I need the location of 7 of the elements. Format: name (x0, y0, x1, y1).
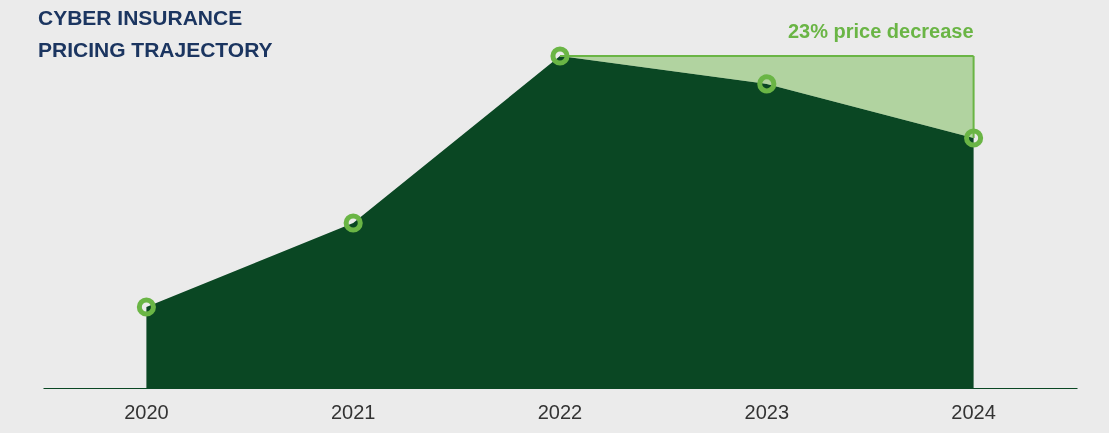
x-tick-label: 2024 (951, 400, 996, 423)
x-tick-label: 2023 (744, 400, 790, 423)
x-tick-label: 2022 (537, 400, 583, 423)
chart-title: CYBER INSURANCE PRICING TRAJECTORY (38, 6, 273, 61)
x-tick-label: 2021 (330, 400, 376, 423)
x-tick-label: 2020 (124, 400, 169, 423)
annotation: 23% price decrease (787, 20, 974, 42)
